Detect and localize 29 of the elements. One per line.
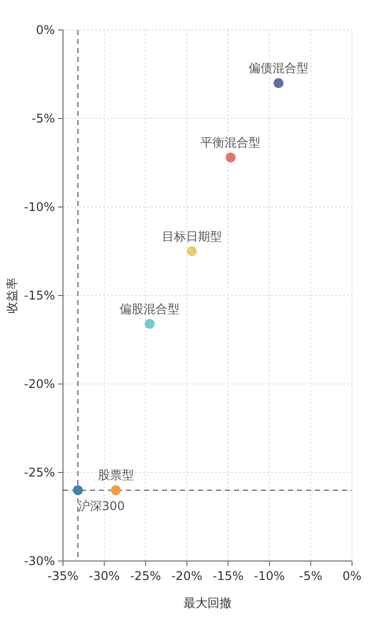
point xyxy=(72,485,83,496)
point xyxy=(274,78,284,88)
x-tick-label: -5% xyxy=(299,569,322,583)
series-label: 沪深300 xyxy=(78,499,125,514)
y-tick-label: 0% xyxy=(36,23,55,37)
y-tick-label: -25% xyxy=(24,466,55,480)
point xyxy=(226,152,236,162)
point xyxy=(144,318,155,329)
series-label: 平衡混合型 xyxy=(200,135,261,150)
y-tick-label: -5% xyxy=(32,112,55,126)
y-tick-label: -15% xyxy=(24,288,55,302)
x-axis-title: 最大回撤 xyxy=(184,596,232,610)
y-axis-title: 收益率 xyxy=(5,278,19,314)
x-tick-label: -10% xyxy=(254,569,285,583)
x-tick-label: -25% xyxy=(130,569,162,583)
x-tick-label: -20% xyxy=(171,569,202,583)
series-label: 股票型 xyxy=(98,468,134,482)
series-label: 目标日期型 xyxy=(162,229,222,244)
y-tick-label: -20% xyxy=(24,377,55,391)
series-label: 偏股混合型 xyxy=(120,302,180,316)
x-tick-label: -30% xyxy=(88,569,120,583)
y-tick-label: -10% xyxy=(24,200,55,214)
x-tick-label: 0% xyxy=(342,569,362,583)
x-tick-label: -15% xyxy=(212,569,244,583)
point xyxy=(110,485,121,496)
series-label: 偏债混合型 xyxy=(248,61,309,76)
point xyxy=(186,246,197,256)
y-tick-label: -30% xyxy=(24,554,55,568)
x-tick-label: -35% xyxy=(47,569,79,583)
